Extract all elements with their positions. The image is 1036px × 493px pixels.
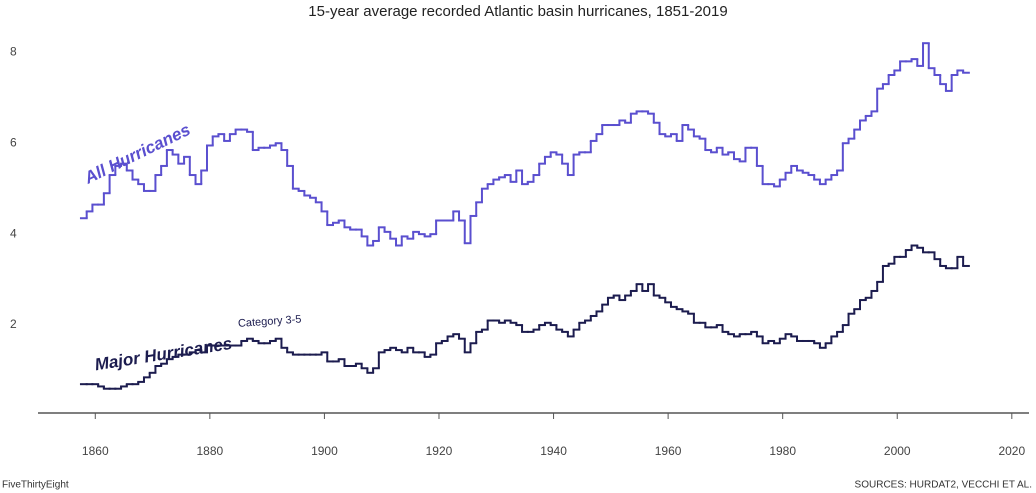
source: SOURCES: HURDAT2, VECCHI ET AL. xyxy=(855,480,1032,491)
y-tick-label: 6 xyxy=(10,135,17,149)
annotation: Major Hurricanes xyxy=(93,334,233,374)
x-tick-label: 1980 xyxy=(769,444,796,458)
y-tick-label: 4 xyxy=(10,226,17,240)
chart-title: 15-year average recorded Atlantic basin … xyxy=(308,3,727,20)
x-tick-label: 2000 xyxy=(884,444,911,458)
x-tick-label: 1940 xyxy=(540,444,567,458)
x-tick-label: 2020 xyxy=(998,444,1025,458)
y-tick-label: 2 xyxy=(10,317,17,331)
x-tick-label: 1900 xyxy=(311,444,338,458)
y-tick-label: 8 xyxy=(10,44,17,58)
x-tick-label: 1860 xyxy=(82,444,109,458)
brand: FiveThirtyEight xyxy=(2,480,69,491)
x-tick-label: 1920 xyxy=(426,444,453,458)
annotation: Category 3-5 xyxy=(238,313,302,329)
x-tick-label: 1880 xyxy=(196,444,223,458)
x-tick-label: 1960 xyxy=(655,444,682,458)
